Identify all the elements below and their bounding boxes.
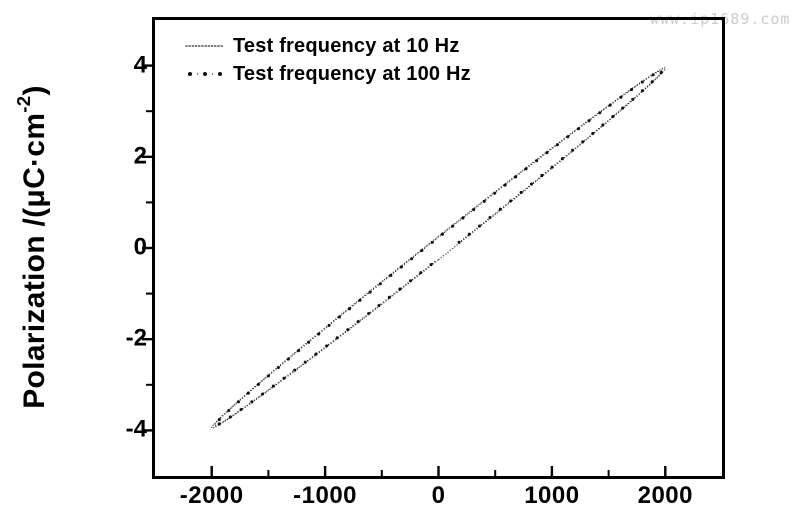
- x-tick-label: 0: [431, 482, 446, 509]
- legend-label-10hz: Test frequency at 10 Hz: [233, 34, 460, 57]
- x-tick-label: 2000: [637, 482, 693, 509]
- legend-item-100hz: Test frequency at 100 Hz: [185, 60, 471, 88]
- y-tick-label: 4: [133, 51, 147, 79]
- y-axis-title: Polarization /(μC·cm-2): [13, 85, 52, 409]
- y-tick-label: -2: [125, 324, 147, 352]
- y-tick-label: -4: [125, 415, 147, 443]
- legend-marker-sparse-dots-icon: [185, 70, 225, 78]
- x-tick-label: -2000: [179, 482, 244, 509]
- y-tick-label: 2: [133, 142, 147, 170]
- y-tick-label: 0: [133, 233, 147, 261]
- x-tick-label: 1000: [524, 482, 580, 509]
- legend: Test frequency at 10 Hz Test frequency a…: [185, 32, 471, 88]
- legend-label-100hz: Test frequency at 100 Hz: [233, 62, 471, 85]
- x-tick-label: -1000: [293, 482, 358, 509]
- plot-area: Test frequency at 10 Hz Test frequency a…: [142, 17, 725, 479]
- legend-item-10hz: Test frequency at 10 Hz: [185, 32, 471, 60]
- y-axis-title-text: Polarization /(μC·cm: [18, 112, 51, 409]
- y-axis-title-superscript: -2: [13, 95, 35, 113]
- legend-marker-fine-dotted-line-icon: [185, 43, 225, 49]
- y-axis-title-close: ): [18, 85, 51, 96]
- plot-svg: [142, 64, 667, 476]
